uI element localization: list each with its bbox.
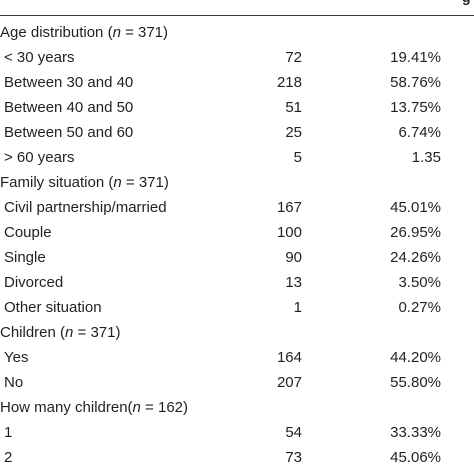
row-percentage: 44.20%: [390, 349, 441, 366]
row-count: 13: [285, 274, 302, 291]
section-header-row: Family situation (n = 371): [0, 170, 474, 195]
table-top-rule: [0, 15, 474, 16]
row-count: 164: [276, 349, 302, 366]
row-label: Single: [4, 249, 46, 266]
row-percentage: 0.27%: [398, 299, 441, 316]
table-row: 2 73 45.06%: [0, 445, 474, 470]
section-header-row: Age distribution (n = 371): [0, 20, 474, 45]
row-count: 207: [276, 374, 302, 391]
row-percentage: 3.50%: [398, 274, 441, 291]
sample-size-value: = 371): [73, 324, 121, 341]
row-count: 90: [285, 249, 302, 266]
row-percentage: 33.33%: [390, 424, 441, 441]
section-title: Children (n = 371): [0, 320, 121, 345]
table-row: Between 40 and 50 51 13.75%: [0, 95, 474, 120]
section-title-text: How many children(: [0, 399, 133, 416]
row-label: Couple: [4, 224, 52, 241]
section-header-row: How many children(n = 162): [0, 395, 474, 420]
row-label: No: [4, 374, 24, 391]
row-percentage: 58.76%: [390, 74, 441, 91]
row-percentage: 1.35: [411, 149, 441, 166]
row-label: 1: [4, 424, 13, 441]
table-row: Yes 164 44.20%: [0, 345, 474, 370]
sample-size-symbol: n: [112, 24, 121, 41]
row-percentage: 45.06%: [390, 449, 441, 466]
table-row: Other situation 1 0.27%: [0, 295, 474, 320]
table-row: Between 30 and 40 218 58.76%: [0, 70, 474, 95]
row-count: 100: [276, 224, 302, 241]
table-row: No 207 55.80%: [0, 370, 474, 395]
row-label: Other situation: [4, 299, 102, 316]
table-row: > 60 years 5 1.35: [0, 145, 474, 170]
row-label: Yes: [4, 349, 29, 366]
section-title: How many children(n = 162): [0, 395, 188, 420]
row-label: > 60 years: [4, 149, 75, 166]
row-count: 218: [276, 74, 302, 91]
row-percentage: 24.26%: [390, 249, 441, 266]
table-row: Couple 100 26.95%: [0, 220, 474, 245]
row-count: 51: [285, 99, 302, 116]
sample-size-symbol: n: [132, 399, 141, 416]
section-header-row: Children (n = 371): [0, 320, 474, 345]
row-percentage: 45.01%: [390, 199, 441, 216]
row-count: 25: [285, 124, 302, 141]
row-percentage: 26.95%: [390, 224, 441, 241]
row-label: Civil partnership/married: [4, 199, 167, 216]
table-row: < 30 years 72 19.41%: [0, 45, 474, 70]
row-count: 73: [285, 449, 302, 466]
table-row: Civil partnership/married 167 45.01%: [0, 195, 474, 220]
row-percentage: 6.74%: [398, 124, 441, 141]
sample-size-symbol: n: [113, 174, 122, 191]
section-title: Age distribution (n = 371): [0, 20, 168, 45]
sample-size-value: = 162): [140, 399, 189, 416]
row-label: Divorced: [4, 274, 64, 291]
row-label: Between 40 and 50: [4, 99, 134, 116]
row-count: 167: [276, 199, 302, 216]
section-title: Family situation (n = 371): [0, 170, 169, 195]
table-row: 1 54 33.33%: [0, 420, 474, 445]
sample-size-value: = 371): [120, 24, 169, 41]
section-title-text: Children (: [0, 324, 66, 341]
section-title-text: Family situation (: [0, 174, 114, 191]
row-label: < 30 years: [4, 49, 75, 66]
header-fragment: g: [462, 0, 474, 4]
row-percentage: 19.41%: [390, 49, 441, 66]
sample-size-symbol: n: [65, 324, 74, 341]
table-row: Divorced 13 3.50%: [0, 270, 474, 295]
row-count: 1: [293, 299, 302, 316]
table-row: Between 50 and 60 25 6.74%: [0, 120, 474, 145]
row-count: 54: [285, 424, 302, 441]
row-percentage: 13.75%: [390, 99, 441, 116]
sample-size-value: = 371): [121, 174, 169, 191]
section-title-text: Age distribution (: [0, 24, 113, 41]
row-percentage: 55.80%: [390, 374, 441, 391]
row-label: 2: [4, 449, 13, 466]
row-label: Between 50 and 60: [4, 124, 134, 141]
table-body: Age distribution (n = 371) < 30 years 72 19…: [0, 20, 474, 470]
row-count: 72: [285, 49, 302, 66]
row-label: Between 30 and 40: [4, 74, 134, 91]
table-row: Single 90 24.26%: [0, 245, 474, 270]
row-count: 5: [293, 149, 302, 166]
